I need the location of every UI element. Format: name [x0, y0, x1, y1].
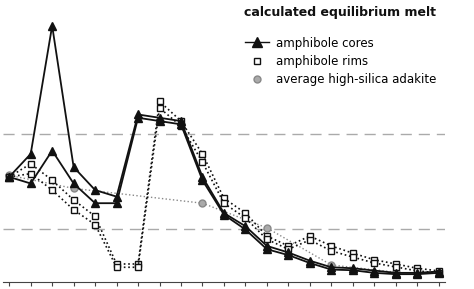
Legend: amphibole cores, amphibole rims, average high-silica adakite: amphibole cores, amphibole rims, average…	[246, 37, 437, 86]
Text: calculated equilibrium melt: calculated equilibrium melt	[244, 5, 436, 18]
